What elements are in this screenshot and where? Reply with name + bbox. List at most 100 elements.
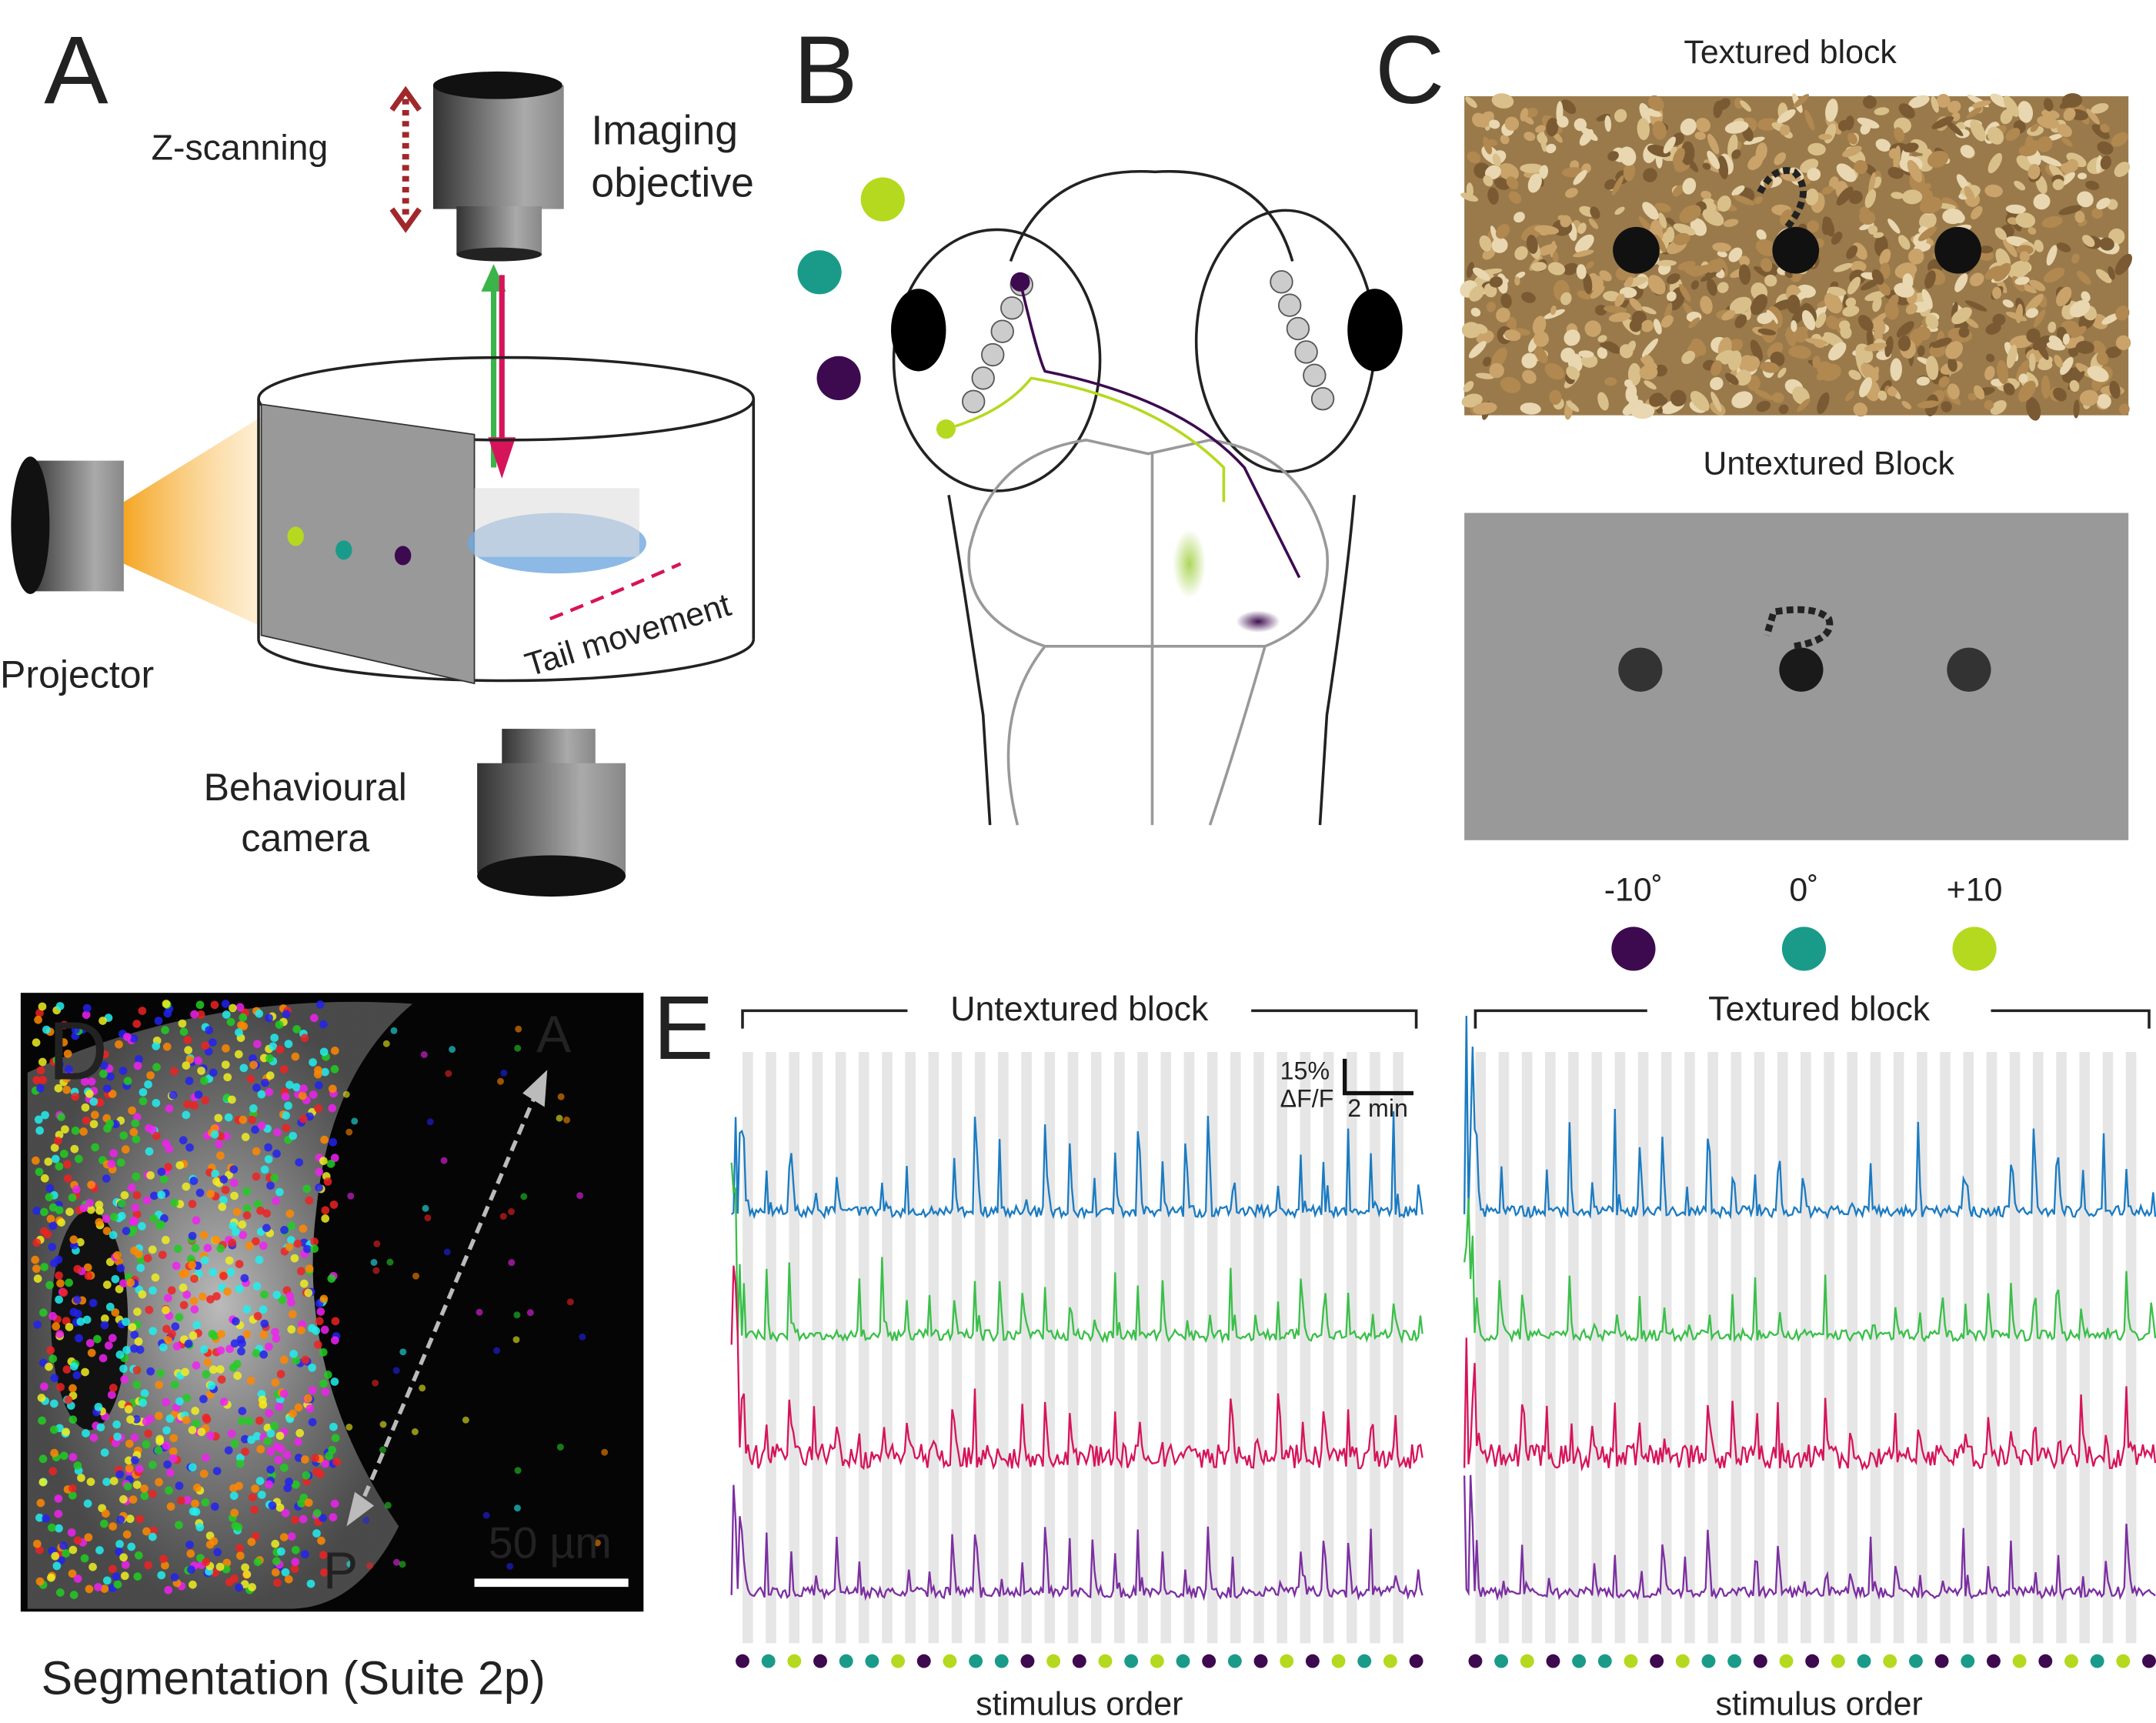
pebble [1805, 188, 1819, 205]
roi [111, 1438, 120, 1448]
roi [183, 1035, 192, 1044]
spot [1613, 226, 1660, 274]
roi [170, 1198, 179, 1207]
roi [213, 1548, 222, 1557]
roi [234, 1050, 243, 1059]
stimulus-order-dot [865, 1654, 879, 1668]
roi [113, 1432, 122, 1441]
roi [275, 1045, 285, 1054]
pebble [1489, 362, 1504, 379]
roi [179, 1301, 189, 1310]
fish-outline [947, 169, 1356, 826]
pebble [1608, 312, 1631, 322]
roi [249, 1060, 259, 1070]
pebble [1533, 331, 1549, 347]
pebble [1639, 365, 1658, 380]
roi [154, 1017, 163, 1025]
stimulus-order-dot [994, 1654, 1009, 1668]
roi [188, 1426, 197, 1434]
roi [309, 1058, 317, 1067]
pebble [1731, 391, 1753, 409]
roi [175, 1481, 184, 1491]
roi [288, 1310, 297, 1319]
roi [319, 1020, 328, 1029]
roi [203, 1244, 212, 1253]
retina-cell [1294, 340, 1318, 364]
roi [246, 1074, 255, 1084]
roi [73, 1264, 82, 1274]
roi [44, 1157, 53, 1166]
pebble [2101, 313, 2120, 325]
roi [296, 1326, 305, 1335]
roi [226, 1267, 235, 1277]
pebble [2114, 162, 2131, 178]
pebble [1854, 159, 1868, 175]
roi [593, 1539, 601, 1547]
pebble [1908, 95, 1930, 109]
roi [125, 1439, 134, 1448]
pebble [1550, 305, 1557, 316]
roi [149, 1214, 159, 1224]
roi [35, 1167, 44, 1177]
pebble [1919, 212, 1937, 230]
roi [205, 1026, 214, 1034]
roi [63, 1174, 72, 1183]
pebble [1607, 151, 1619, 162]
stim-stripe [2079, 1051, 2091, 1644]
pebble [1597, 392, 1609, 411]
roi [88, 1562, 97, 1571]
roi [215, 1140, 223, 1149]
pebble [1842, 145, 1862, 158]
pebble [1917, 226, 1937, 242]
roi [323, 1177, 332, 1186]
roi [249, 1054, 257, 1063]
roi [235, 1260, 244, 1268]
roi [279, 1389, 289, 1398]
roi [144, 1429, 153, 1438]
spot [1618, 647, 1663, 692]
stimulus-order-dot [1202, 1654, 1217, 1668]
roi [118, 1067, 128, 1075]
roi [319, 1551, 328, 1560]
pebble [1958, 326, 1970, 338]
roi [462, 1416, 469, 1424]
retina-cell [990, 319, 1014, 343]
roi [53, 1137, 62, 1145]
roi [242, 1330, 252, 1339]
pebble [1729, 296, 1752, 314]
roi [253, 1558, 262, 1567]
stimulus-dot [335, 540, 352, 560]
pebble [1530, 262, 1547, 272]
roi [382, 1040, 390, 1047]
roi [95, 1200, 104, 1210]
roi [128, 1225, 138, 1234]
pebble [1619, 344, 1634, 359]
panel-label: E [653, 977, 714, 1078]
roi [556, 1114, 563, 1122]
roi [313, 1340, 322, 1349]
roi [241, 1448, 249, 1456]
pebble [2019, 251, 2030, 262]
pebble [1872, 296, 1882, 312]
stimulus-dot [816, 356, 861, 400]
roi [210, 1000, 219, 1010]
roi [424, 1214, 432, 1222]
roi [257, 1491, 266, 1499]
roi [140, 1484, 149, 1493]
roi [130, 1433, 139, 1442]
roi [285, 1242, 294, 1251]
pebble [1859, 377, 1873, 398]
roi [102, 1281, 112, 1289]
roi [125, 1464, 134, 1473]
roi [266, 1448, 275, 1456]
panel-label: A [44, 16, 108, 124]
roi [295, 1158, 304, 1167]
pebble [1496, 307, 1510, 322]
roi [81, 1077, 89, 1086]
roi [264, 1155, 273, 1164]
roi [113, 1251, 122, 1260]
roi [315, 1167, 324, 1177]
pebble [1604, 179, 1617, 190]
roi [392, 1367, 400, 1374]
